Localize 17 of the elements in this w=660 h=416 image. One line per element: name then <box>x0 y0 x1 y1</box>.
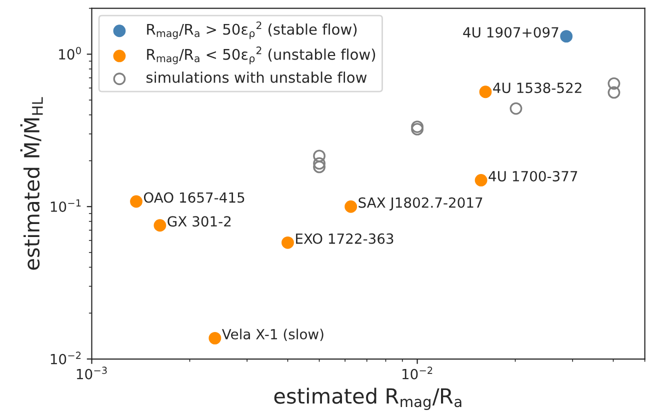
x-axis-title: estimated R$_{mag}$/R$_{a}$ <box>274 388 462 410</box>
annotation: EXO 1722-363 <box>296 233 394 244</box>
annotation: GX 301-2 <box>168 216 231 227</box>
legend-label: R$_{mag}$/R$_{a}$ > 50ε$_{ρ}$$^{2}$ (stable flow) <box>147 21 357 40</box>
annotation: 4U 1907+097 <box>463 27 558 38</box>
annotation: OAO 1657-415 <box>144 192 244 203</box>
y-tick-label: 10$^{−1}$ <box>50 199 81 212</box>
annotation: 4U 1538-522 <box>493 82 582 94</box>
legend-label: R$_{mag}$/R$_{a}$ < 50ε$_{ρ}$$^{2}$ (unstable flow) <box>147 46 376 64</box>
y-axis-title: estimated Ṁ/Ṁ$_{HL}$ <box>20 97 43 270</box>
annotation: SAX J1802.7-2017 <box>358 197 482 210</box>
x-tick-label: 10$^{−3}$ <box>76 366 107 380</box>
annotation: 4U 1700-377 <box>488 170 578 182</box>
annotation: Vela X-1 (slow) <box>222 328 324 342</box>
y-tick-label: 10$^{−2}$ <box>50 352 81 364</box>
legend-label: simulations with unstable flow <box>146 72 367 83</box>
y-tick-label: 10$^{0}$ <box>59 46 81 60</box>
